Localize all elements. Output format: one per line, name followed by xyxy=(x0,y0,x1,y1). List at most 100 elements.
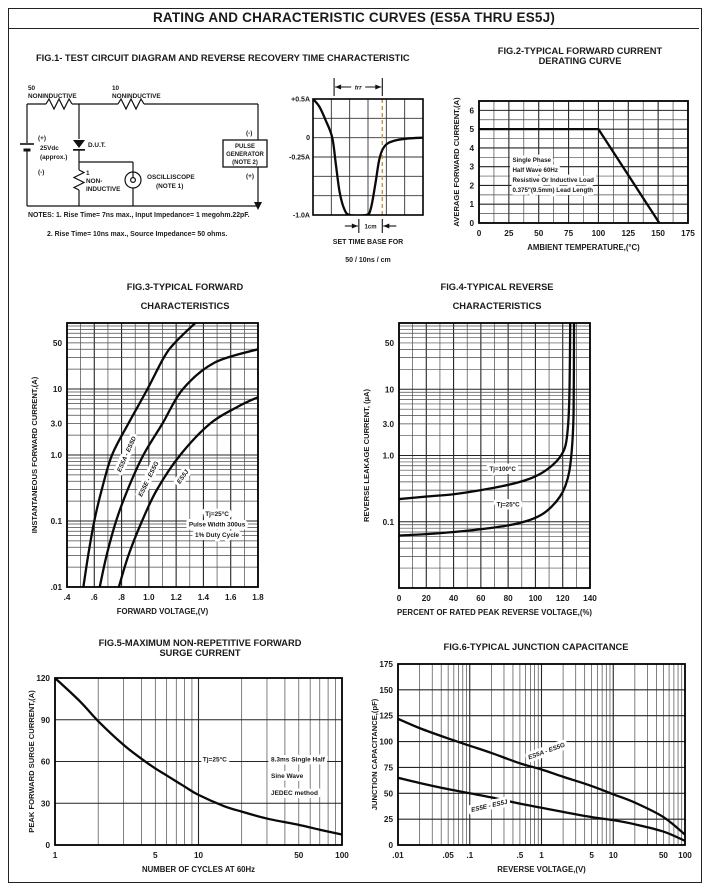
grid xyxy=(312,98,424,216)
series xyxy=(55,678,342,836)
svg-text:5: 5 xyxy=(469,125,474,134)
tick-labels: 0 20 40 60 80 100 120 140 50 10 3.0 1.0 0.1 xyxy=(383,339,598,603)
series xyxy=(398,717,685,843)
fig6-junction-capacitance-chart: .01 .05 .1 .5 1 5 10 50 100 0 25 50 75 100 125 150 175 RE… xyxy=(370,660,692,874)
svg-text:.6: .6 xyxy=(91,593,98,602)
y-axis-title: AVERAGE FORWARD CURRENT,(A) xyxy=(452,97,461,227)
plot-border xyxy=(478,100,689,224)
annotation: Tj=25°C xyxy=(497,501,520,508)
fig1-note-2: 2. Rise Time= 10ns max., Source Impedanc… xyxy=(47,231,228,238)
svg-text:50: 50 xyxy=(659,851,669,860)
plot-border xyxy=(66,322,259,588)
svg-text:120: 120 xyxy=(556,594,570,603)
svg-text:2: 2 xyxy=(469,181,474,190)
timebase-caption-1: SET TIME BASE FOR xyxy=(333,239,403,246)
oscilloscope-label: OSCILLISCOPE xyxy=(147,174,195,181)
annotation: Tj=100°C xyxy=(489,466,516,473)
plot-border xyxy=(54,677,343,846)
svg-text:175: 175 xyxy=(379,660,393,669)
pulse-generator-box xyxy=(222,139,268,168)
svg-text:90: 90 xyxy=(41,716,51,725)
curve-surge xyxy=(55,678,342,836)
svg-text:150: 150 xyxy=(379,686,393,695)
svg-text:10: 10 xyxy=(609,851,619,860)
x-axis-title: FORWARD VOLTAGE,(V) xyxy=(117,607,209,616)
svg-text:3.0: 3.0 xyxy=(383,420,395,429)
svg-text:1.6: 1.6 xyxy=(225,593,237,602)
annotation: Tj=25°C xyxy=(203,756,227,764)
svg-text:5: 5 xyxy=(589,851,594,860)
svg-text:100: 100 xyxy=(335,851,349,860)
oscilloscope-note: (NOTE 1) xyxy=(156,183,183,190)
grid xyxy=(478,100,689,224)
source-plus: (+) xyxy=(38,135,46,142)
resistor-1-symbol xyxy=(72,169,86,191)
grid xyxy=(66,322,259,588)
tick-labels: .4 .6 .8 1.0 1.2 1.4 1.6 1.8 50 10 3.0 1.0 0.1 .01 xyxy=(51,339,265,602)
svg-text:60: 60 xyxy=(476,594,486,603)
annotation: Half Wave 60Hz xyxy=(512,167,558,174)
svg-text:40: 40 xyxy=(449,594,459,603)
svg-text:1.0: 1.0 xyxy=(51,451,63,460)
svg-text:20: 20 xyxy=(422,594,432,603)
y-axis-title: JUNCTION CAPACITANCE,(pF) xyxy=(370,698,379,810)
pulse-generator-line3: (NOTE 2) xyxy=(232,160,258,166)
plot-border xyxy=(312,98,424,216)
svg-text:75: 75 xyxy=(564,229,574,238)
svg-text:-1.0A: -1.0A xyxy=(293,213,310,220)
annotation: ES5A - ES5G xyxy=(527,742,566,762)
tick-labels: .01 .05 .1 .5 1 5 10 50 100 0 25 50 75 100 125 150 175 xyxy=(379,660,692,860)
dut-diode-symbol xyxy=(73,140,85,148)
fig1-title: FIG.1- TEST CIRCUIT DIAGRAM AND REVERSE … xyxy=(36,53,410,63)
svg-text:75: 75 xyxy=(384,763,394,772)
svg-text:6: 6 xyxy=(469,106,474,115)
source-voltage: 25Vdc xyxy=(40,145,59,152)
resistor-1-line2: INDUCTIVE xyxy=(86,186,121,193)
cm-marker xyxy=(344,219,397,233)
svg-text:120: 120 xyxy=(36,674,50,683)
svg-text:1: 1 xyxy=(469,200,474,209)
svg-text:25: 25 xyxy=(504,229,514,238)
svg-text:50: 50 xyxy=(294,851,304,860)
curve-Tj=25C xyxy=(399,323,576,537)
annotation: 0.375"(9.5mm) Lead Length xyxy=(512,187,593,194)
svg-text:125: 125 xyxy=(621,229,635,238)
resistor-50-value: 50 xyxy=(28,85,36,92)
svg-text:5: 5 xyxy=(153,851,158,860)
svg-text:1.8: 1.8 xyxy=(252,593,264,602)
svg-text:3.0: 3.0 xyxy=(51,420,63,429)
fig1-test-circuit-diagram: 50 NONINDUCTIVE 10 NONINDUCTIVE (+) 25Vd… xyxy=(20,85,268,210)
svg-text:60: 60 xyxy=(41,758,51,767)
svg-text:1: 1 xyxy=(539,851,544,860)
ground-arrow xyxy=(254,202,262,210)
svg-text:0: 0 xyxy=(477,229,482,238)
page-border xyxy=(8,8,702,883)
svg-text:-0.25A: -0.25A xyxy=(289,155,310,162)
y-axis-title: INSTANTANEOUS FORWARD CURRENT,(A) xyxy=(30,376,39,533)
page-title: RATING AND CHARACTERISTIC CURVES (ES5A T… xyxy=(152,10,556,25)
svg-text:+0.5A: +0.5A xyxy=(291,97,310,104)
svg-text:150: 150 xyxy=(651,229,665,238)
svg-text:10: 10 xyxy=(385,385,395,394)
curve-ES5E - ES5G xyxy=(98,348,258,587)
pulse-generator-line1: PULSE xyxy=(235,144,255,150)
fig3-title: FIG.3-TYPICAL FORWARD CHARACTERISTICS xyxy=(126,282,244,311)
svg-text:4: 4 xyxy=(469,144,474,153)
svg-text:50: 50 xyxy=(53,339,63,348)
svg-text:0: 0 xyxy=(45,841,50,850)
fig3-forward-characteristics-chart: .4 .6 .8 1.0 1.2 1.4 1.6 1.8 50 10 3.0 1.0 0.1 .01 FOR… xyxy=(30,322,265,616)
svg-text:30: 30 xyxy=(41,799,51,808)
svg-text:3: 3 xyxy=(469,163,474,172)
svg-text:1.4: 1.4 xyxy=(198,593,210,602)
resistor-10-type: NONINDUCTIVE xyxy=(112,93,161,100)
svg-text:175: 175 xyxy=(681,229,695,238)
annotation: 8.3ms Single Half xyxy=(271,757,326,764)
series xyxy=(399,323,576,537)
curve-Tj=100C xyxy=(399,323,572,501)
x-axis-title: NUMBER OF CYCLES AT 60Hz xyxy=(142,865,255,874)
svg-text:125: 125 xyxy=(379,712,393,721)
svg-text:140: 140 xyxy=(583,594,597,603)
annotation: JEDEC method xyxy=(271,790,318,797)
svg-text:1.0: 1.0 xyxy=(383,452,395,461)
